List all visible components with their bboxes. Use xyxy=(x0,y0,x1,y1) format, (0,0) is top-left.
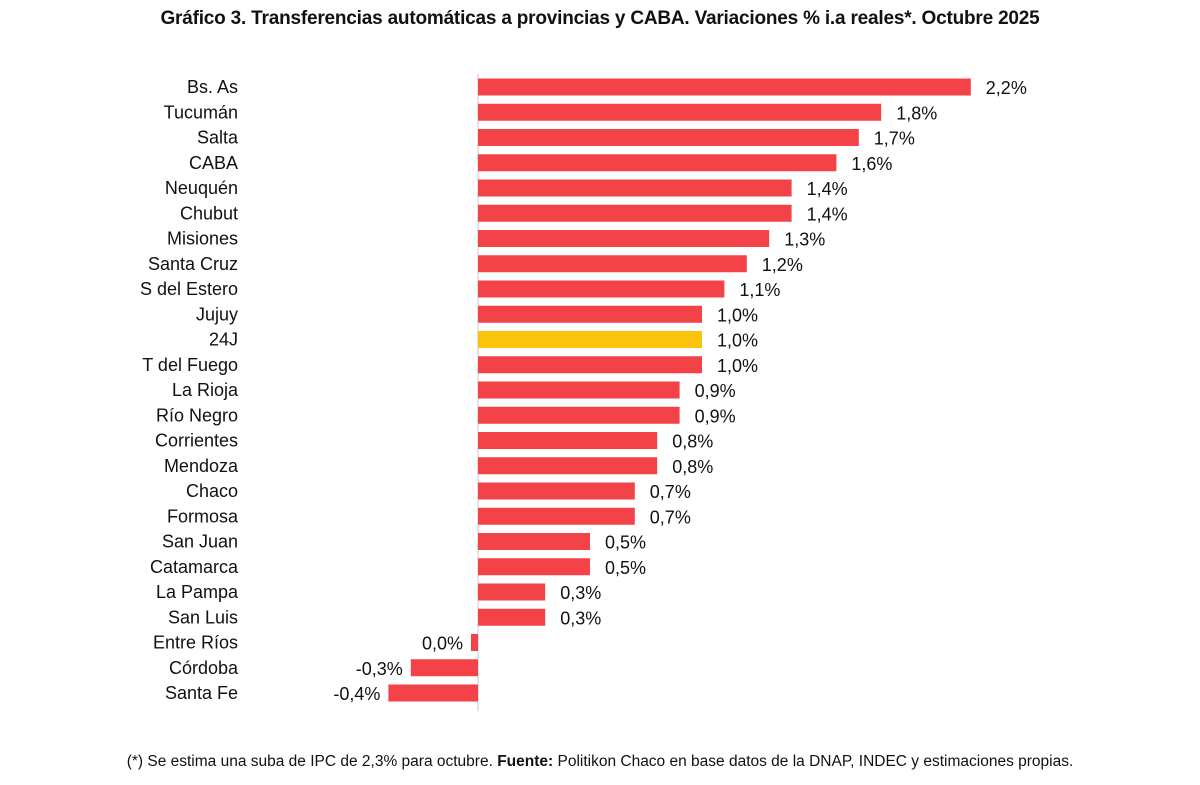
bar-mendoza xyxy=(478,457,658,475)
value-label-s-del-estero: 1,1% xyxy=(739,280,780,300)
value-label-mendoza: 0,8% xyxy=(672,457,713,477)
category-label-san-juan: San Juan xyxy=(162,532,238,552)
bar-san-luis xyxy=(478,608,546,626)
category-label-tucuman: Tucumán xyxy=(164,102,238,122)
value-label-la-rioja: 0,9% xyxy=(695,381,736,401)
bar-san-juan xyxy=(478,533,590,550)
category-label-mendoza: Mendoza xyxy=(164,456,239,476)
category-label-la-rioja: La Rioja xyxy=(172,380,239,400)
value-label-san-juan: 0,5% xyxy=(605,533,646,553)
value-label-santa-fe: -0,4% xyxy=(333,684,380,704)
category-label-rio-negro: Río Negro xyxy=(156,405,238,425)
value-label-neuquen: 1,4% xyxy=(807,179,848,199)
value-label-entre-rios: 0,0% xyxy=(422,634,463,654)
bar-chaco xyxy=(478,482,635,500)
value-label-caba: 1,6% xyxy=(851,154,892,174)
value-label-chaco: 0,7% xyxy=(650,482,691,502)
bar-formosa xyxy=(478,507,635,525)
bar-misiones xyxy=(478,230,770,247)
category-label-caba: CABA xyxy=(189,153,238,173)
category-label-san-luis: San Luis xyxy=(168,607,238,627)
category-label-24j: 24J xyxy=(209,330,238,350)
category-label-chubut: Chubut xyxy=(180,203,238,223)
bar-santa-cruz xyxy=(478,255,747,273)
category-label-catamarca: Catamarca xyxy=(150,557,239,577)
bar-cordoba xyxy=(410,659,478,677)
bar-neuquen xyxy=(478,179,792,197)
value-label-san-luis: 0,3% xyxy=(560,608,601,628)
bar-la-rioja xyxy=(478,381,680,399)
category-label-s-del-estero: S del Estero xyxy=(140,279,238,299)
value-label-24j: 1,0% xyxy=(717,331,758,351)
value-label-chubut: 1,4% xyxy=(807,204,848,224)
category-labels-group: Bs. As Tucumán Salta CABA Neuquén Chubut Misio… xyxy=(140,77,239,703)
category-label-cordoba: Córdoba xyxy=(169,658,239,678)
value-label-cordoba: -0,3% xyxy=(356,659,403,679)
bar-24j xyxy=(478,331,702,348)
value-label-corrientes: 0,8% xyxy=(672,432,713,452)
bars-group xyxy=(388,78,971,702)
value-label-rio-negro: 0,9% xyxy=(695,406,736,426)
category-label-chaco: Chaco xyxy=(186,481,238,501)
bar-bs-as xyxy=(478,78,971,96)
value-label-tucuman: 1,8% xyxy=(896,103,937,123)
value-label-catamarca: 0,5% xyxy=(605,558,646,578)
value-label-santa-cruz: 1,2% xyxy=(762,255,803,275)
bar-chubut xyxy=(478,204,792,222)
category-label-santa-fe: Santa Fe xyxy=(165,683,238,703)
footnote: (*) Se estima una suba de IPC de 2,3% pa… xyxy=(0,753,1200,771)
bar-t-del-fuego xyxy=(478,356,702,374)
category-label-santa-cruz: Santa Cruz xyxy=(148,254,238,274)
bar-caba xyxy=(478,154,837,172)
category-label-corrientes: Corrientes xyxy=(155,431,238,451)
bar-entre-rios xyxy=(471,634,478,651)
value-label-formosa: 0,7% xyxy=(650,507,691,527)
value-label-jujuy: 1,0% xyxy=(717,305,758,325)
value-label-la-pampa: 0,3% xyxy=(560,583,601,603)
category-label-la-pampa: La Pampa xyxy=(156,582,239,602)
category-label-entre-rios: Entre Ríos xyxy=(153,633,238,653)
value-label-t-del-fuego: 1,0% xyxy=(717,356,758,376)
bar-corrientes xyxy=(478,432,658,449)
category-label-bs-as: Bs. As xyxy=(187,77,238,97)
bar-jujuy xyxy=(478,305,702,323)
bar-s-del-estero xyxy=(478,280,725,298)
bar-salta xyxy=(478,129,859,146)
bar-la-pampa xyxy=(478,583,546,601)
value-label-misiones: 1,3% xyxy=(784,230,825,250)
footnote-source-text: Politikon Chaco en base datos de la DNAP… xyxy=(557,753,1074,770)
chart-title: Gráfico 3. Transferencias automáticas a … xyxy=(160,8,1040,29)
category-label-formosa: Formosa xyxy=(167,506,239,526)
category-label-misiones: Misiones xyxy=(167,229,238,249)
category-label-jujuy: Jujuy xyxy=(196,304,238,324)
bar-tucuman xyxy=(478,103,882,121)
bar-catamarca xyxy=(478,558,590,576)
bar-rio-negro xyxy=(478,406,680,424)
category-label-t-del-fuego: T del Fuego xyxy=(142,355,238,375)
value-labels-group: 2,2%1,8%1,7%1,6%1,4%1,4%1,3%1,2%1,1%1,0%… xyxy=(333,78,1026,704)
bar-santa-fe xyxy=(388,684,478,702)
value-label-salta: 1,7% xyxy=(874,129,915,149)
footnote-note: (*) Se estima una suba de IPC de 2,3% pa… xyxy=(126,753,493,770)
footnote-source-label: Fuente: xyxy=(497,753,554,770)
value-label-bs-as: 2,2% xyxy=(986,78,1027,98)
category-label-neuquen: Neuquén xyxy=(165,178,238,198)
category-label-salta: Salta xyxy=(197,128,239,148)
